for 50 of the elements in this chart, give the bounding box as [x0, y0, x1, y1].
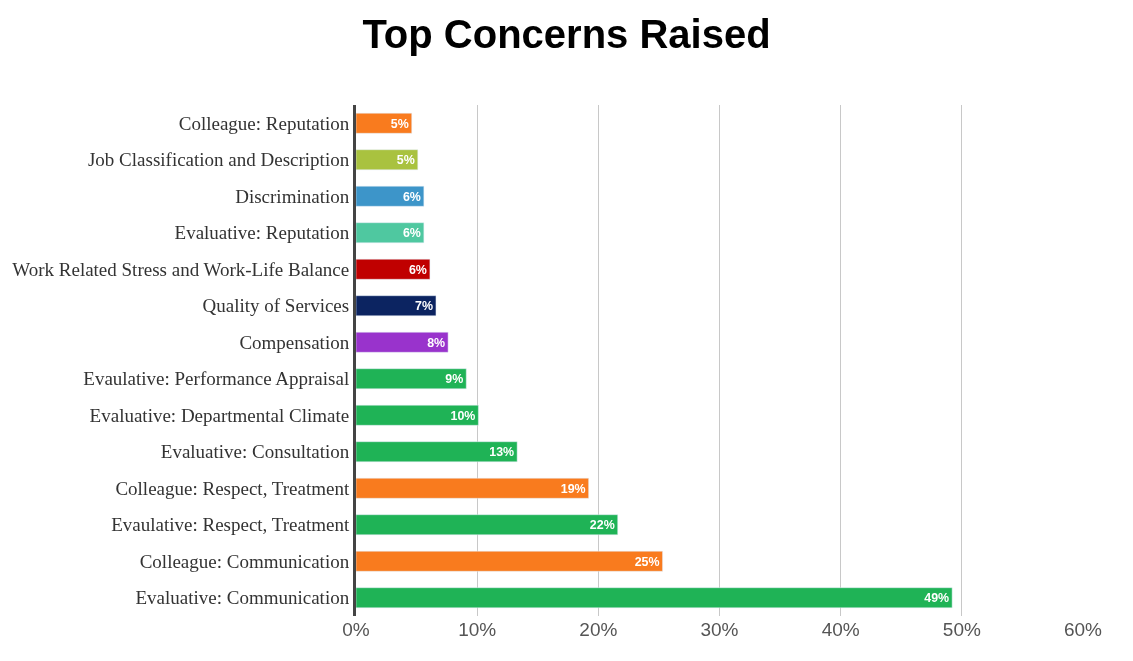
data-label: 6%	[408, 262, 427, 277]
data-label: 9%	[445, 372, 464, 387]
bar	[356, 368, 467, 390]
bar	[356, 112, 412, 134]
bar	[356, 185, 425, 207]
data-label: 5%	[396, 153, 415, 168]
x-tick-label: 40%	[821, 619, 860, 640]
x-tick-label: 20%	[579, 619, 618, 640]
y-tick-label: Colleague: Reputation	[178, 112, 350, 134]
y-tick-label: Evaluative: Departmental Climate	[89, 404, 350, 426]
y-tick-label: Evaulative: Respect, Treatment	[111, 514, 350, 536]
bar	[356, 258, 431, 280]
bar	[356, 441, 518, 463]
bar	[356, 149, 419, 171]
data-label: 7%	[415, 299, 433, 314]
data-label: 49%	[924, 591, 950, 606]
y-tick-label: Colleague: Communication	[139, 550, 350, 572]
x-tick-label: 30%	[700, 619, 739, 640]
data-label: 19%	[560, 481, 586, 496]
bar	[356, 477, 589, 499]
data-label: 8%	[427, 335, 446, 350]
bar	[356, 295, 437, 317]
bar	[356, 404, 479, 426]
data-label: 6%	[402, 226, 421, 241]
data-label: 10%	[450, 408, 476, 423]
x-tick-label: 50%	[942, 619, 981, 640]
x-tick-label: 60%	[1063, 619, 1103, 640]
y-tick-label: Job Classification and Description	[87, 149, 350, 171]
bar	[356, 587, 953, 609]
bar	[356, 331, 449, 353]
y-tick-label: Evaluative: Reputation	[174, 222, 350, 244]
y-tick-label: Compensation	[239, 331, 350, 353]
y-tick-label: Work Related Stress and Work-Life Balance	[12, 258, 350, 280]
bar	[356, 550, 663, 572]
y-tick-label: Evaluative: Consultation	[160, 441, 350, 463]
x-tick-label: 0%	[342, 619, 370, 640]
data-label: 5%	[390, 116, 409, 131]
x-tick-label: 10%	[458, 619, 497, 640]
y-tick-label: Colleague: Respect, Treatment	[115, 477, 350, 499]
chart-title: Top Concerns Raised	[362, 11, 771, 56]
y-tick-label: Evaulative: Performance Appraisal	[83, 368, 350, 390]
y-tick-label: Quality of Services	[202, 295, 350, 317]
bar	[356, 514, 618, 536]
y-tick-label: Evaluative: Communication	[135, 587, 350, 609]
data-label: 22%	[589, 518, 615, 533]
data-label: 6%	[402, 189, 421, 204]
bar	[356, 222, 425, 244]
data-label: 13%	[489, 445, 515, 460]
data-label: 25%	[634, 554, 660, 569]
y-tick-label: Discrimination	[235, 185, 350, 207]
